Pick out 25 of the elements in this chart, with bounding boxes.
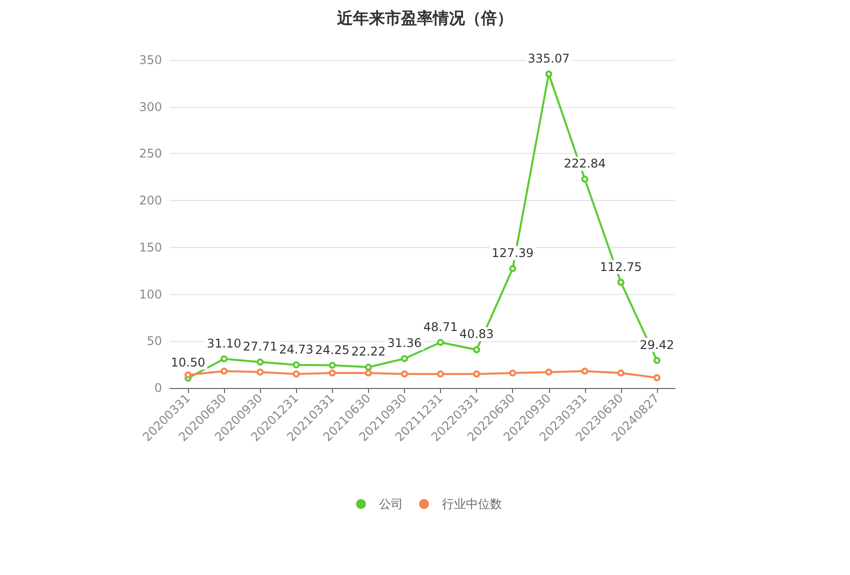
data-label: 31.10 [206,336,242,350]
data-label: 22.22 [351,344,386,359]
data-label: 48.71 [423,320,458,334]
y-tick-label: 0 [154,381,162,395]
data-label: 40.83 [459,327,494,342]
data-label: 27.71 [243,340,278,354]
data-label: 31.36 [387,336,422,350]
y-tick-label: 100 [139,287,162,302]
data-label: 10.50 [170,356,206,370]
y-tick-label: 50 [146,334,162,348]
data-label: 335.07 [528,51,570,66]
y-tick-label: 350 [139,53,162,67]
y-tick-label: 150 [139,240,162,254]
data-label: 112.75 [600,260,642,274]
data-label: 127.39 [492,246,534,260]
data-label: 24.73 [279,342,314,356]
legend-label: 公司 [379,497,403,511]
y-tick-label: 300 [139,100,162,114]
legend-label: 行业中位数 [442,497,502,511]
data-label: 24.25 [315,342,350,357]
data-label: 29.42 [640,338,674,352]
y-tick-label: 250 [139,146,162,161]
y-tick-label: 200 [139,194,162,208]
data-label: 222.84 [564,156,606,171]
chart-title: 近年来市盈率情况（倍） [336,8,513,28]
